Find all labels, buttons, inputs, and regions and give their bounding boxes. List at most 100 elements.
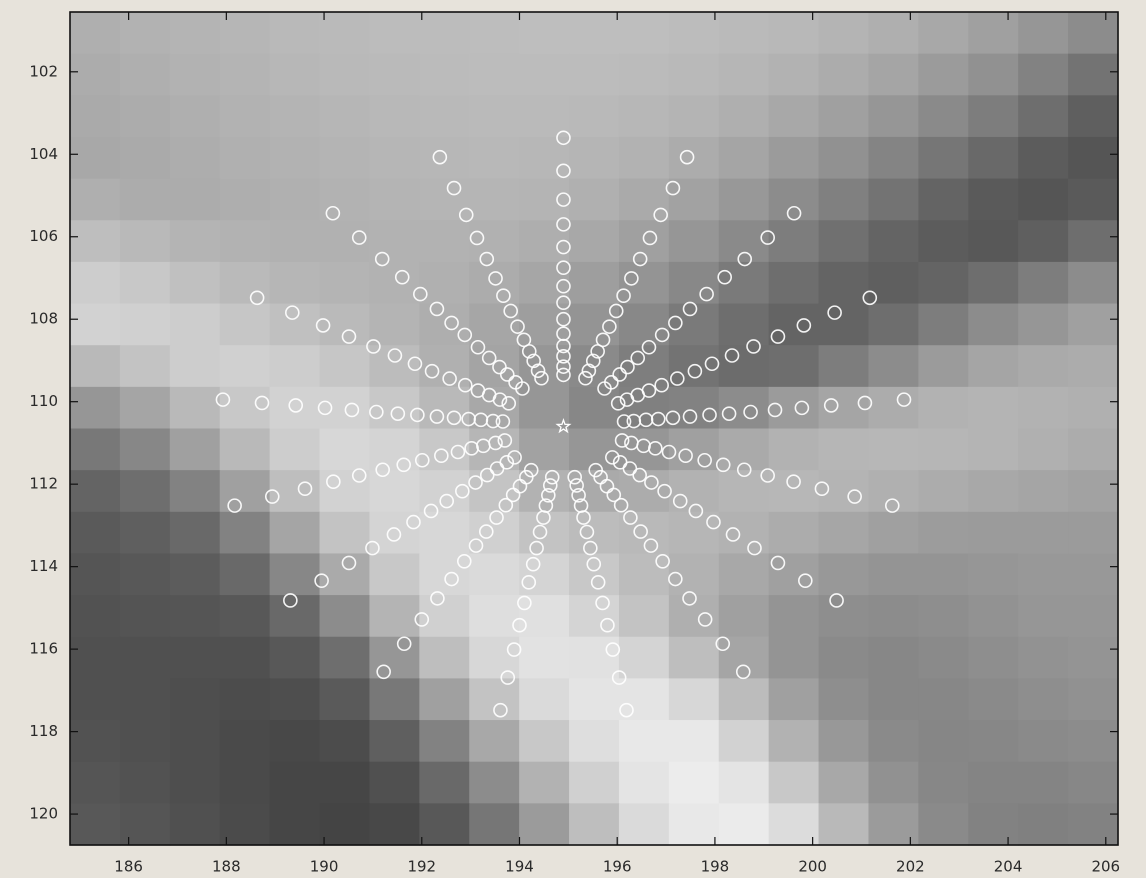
heatmap-cell — [220, 637, 271, 679]
heatmap-cell — [769, 678, 820, 720]
heatmap-cell — [918, 262, 969, 304]
heatmap-cell — [170, 12, 221, 54]
heatmap-cell — [1018, 220, 1069, 262]
heatmap-cell — [170, 470, 221, 512]
heatmap-cell — [769, 387, 820, 429]
heatmap-cell — [220, 179, 271, 221]
heatmap-cell — [270, 262, 321, 304]
heatmap-cell — [120, 95, 171, 137]
heatmap-cell — [270, 762, 321, 804]
heatmap-cell — [769, 220, 820, 262]
heatmap-cell — [918, 387, 969, 429]
heatmap-cell — [369, 179, 420, 221]
y-tick-label: 114 — [29, 557, 58, 575]
heatmap-cell — [669, 678, 720, 720]
heatmap-cell — [1068, 179, 1119, 221]
heatmap-cell — [220, 54, 271, 96]
heatmap-cell — [220, 595, 271, 637]
heatmap-cell — [719, 179, 770, 221]
heatmap-cell — [320, 720, 371, 762]
heatmap-cell — [868, 345, 919, 387]
chart: 1861881901921941961982002022042061021041… — [0, 0, 1146, 878]
heatmap-cell — [769, 553, 820, 595]
heatmap-cell — [569, 304, 620, 346]
heatmap-cell — [120, 12, 171, 54]
heatmap-cell — [868, 95, 919, 137]
heatmap-cell — [1068, 12, 1119, 54]
heatmap-cell — [120, 262, 171, 304]
heatmap-cell — [220, 512, 271, 554]
heatmap-cell — [918, 678, 969, 720]
heatmap-cell — [519, 803, 570, 845]
heatmap-cell — [1018, 179, 1069, 221]
heatmap-cell — [968, 179, 1019, 221]
heatmap-cell — [419, 387, 470, 429]
heatmap-cell — [469, 595, 520, 637]
heatmap-cell — [968, 262, 1019, 304]
heatmap-cell — [519, 720, 570, 762]
heatmap-cell — [968, 345, 1019, 387]
heatmap-cell — [270, 137, 321, 179]
heatmap-cell — [1068, 429, 1119, 471]
heatmap-cell — [619, 803, 670, 845]
heatmap-cell — [669, 95, 720, 137]
heatmap-cell — [1018, 137, 1069, 179]
y-tick-label: 104 — [29, 145, 58, 163]
heatmap-cell — [619, 678, 670, 720]
heatmap-cell — [369, 553, 420, 595]
heatmap-cell — [1018, 387, 1069, 429]
heatmap-cell — [220, 803, 271, 845]
heatmap-cell — [70, 762, 121, 804]
heatmap-cell — [769, 95, 820, 137]
heatmap-cell — [519, 762, 570, 804]
heatmap-cell — [1068, 803, 1119, 845]
heatmap-cell — [519, 637, 570, 679]
heatmap-cell — [170, 137, 221, 179]
heatmap-cell — [719, 137, 770, 179]
heatmap-cell — [819, 304, 870, 346]
heatmap-cell — [70, 429, 121, 471]
heatmap-cell — [819, 762, 870, 804]
heatmap-cell — [819, 637, 870, 679]
heatmap-cell — [220, 137, 271, 179]
heatmap-cell — [769, 304, 820, 346]
heatmap-cell — [918, 512, 969, 554]
heatmap-cell — [769, 512, 820, 554]
heatmap-cell — [819, 803, 870, 845]
heatmap-cell — [419, 12, 470, 54]
heatmap-cell — [469, 345, 520, 387]
heatmap-cell — [1068, 54, 1119, 96]
y-tick-label: 110 — [29, 392, 58, 410]
heatmap-cell — [819, 595, 870, 637]
heatmap-cell — [669, 220, 720, 262]
heatmap-cell — [669, 595, 720, 637]
heatmap-cell — [220, 470, 271, 512]
heatmap-cell — [519, 512, 570, 554]
heatmap-cell — [320, 304, 371, 346]
heatmap-cell — [170, 512, 221, 554]
x-tick-label: 194 — [505, 858, 534, 876]
heatmap-cell — [769, 762, 820, 804]
heatmap-cell — [669, 637, 720, 679]
heatmap-cell — [270, 220, 321, 262]
heatmap-cell — [819, 179, 870, 221]
heatmap-cell — [220, 553, 271, 595]
heatmap-cell — [419, 762, 470, 804]
heatmap-cell — [968, 387, 1019, 429]
heatmap-cell — [569, 95, 620, 137]
heatmap-cell — [868, 470, 919, 512]
heatmap-cell — [769, 595, 820, 637]
heatmap-cell — [569, 553, 620, 595]
heatmap-cell — [170, 262, 221, 304]
x-tick-label: 188 — [212, 858, 241, 876]
heatmap-cell — [968, 54, 1019, 96]
heatmap-cell — [918, 553, 969, 595]
heatmap-cell — [619, 95, 670, 137]
heatmap-cell — [469, 137, 520, 179]
heatmap-cell — [619, 179, 670, 221]
heatmap-cell — [819, 54, 870, 96]
heatmap-cell — [669, 512, 720, 554]
heatmap-cell — [320, 429, 371, 471]
heatmap-cell — [519, 678, 570, 720]
heatmap-cell — [968, 429, 1019, 471]
